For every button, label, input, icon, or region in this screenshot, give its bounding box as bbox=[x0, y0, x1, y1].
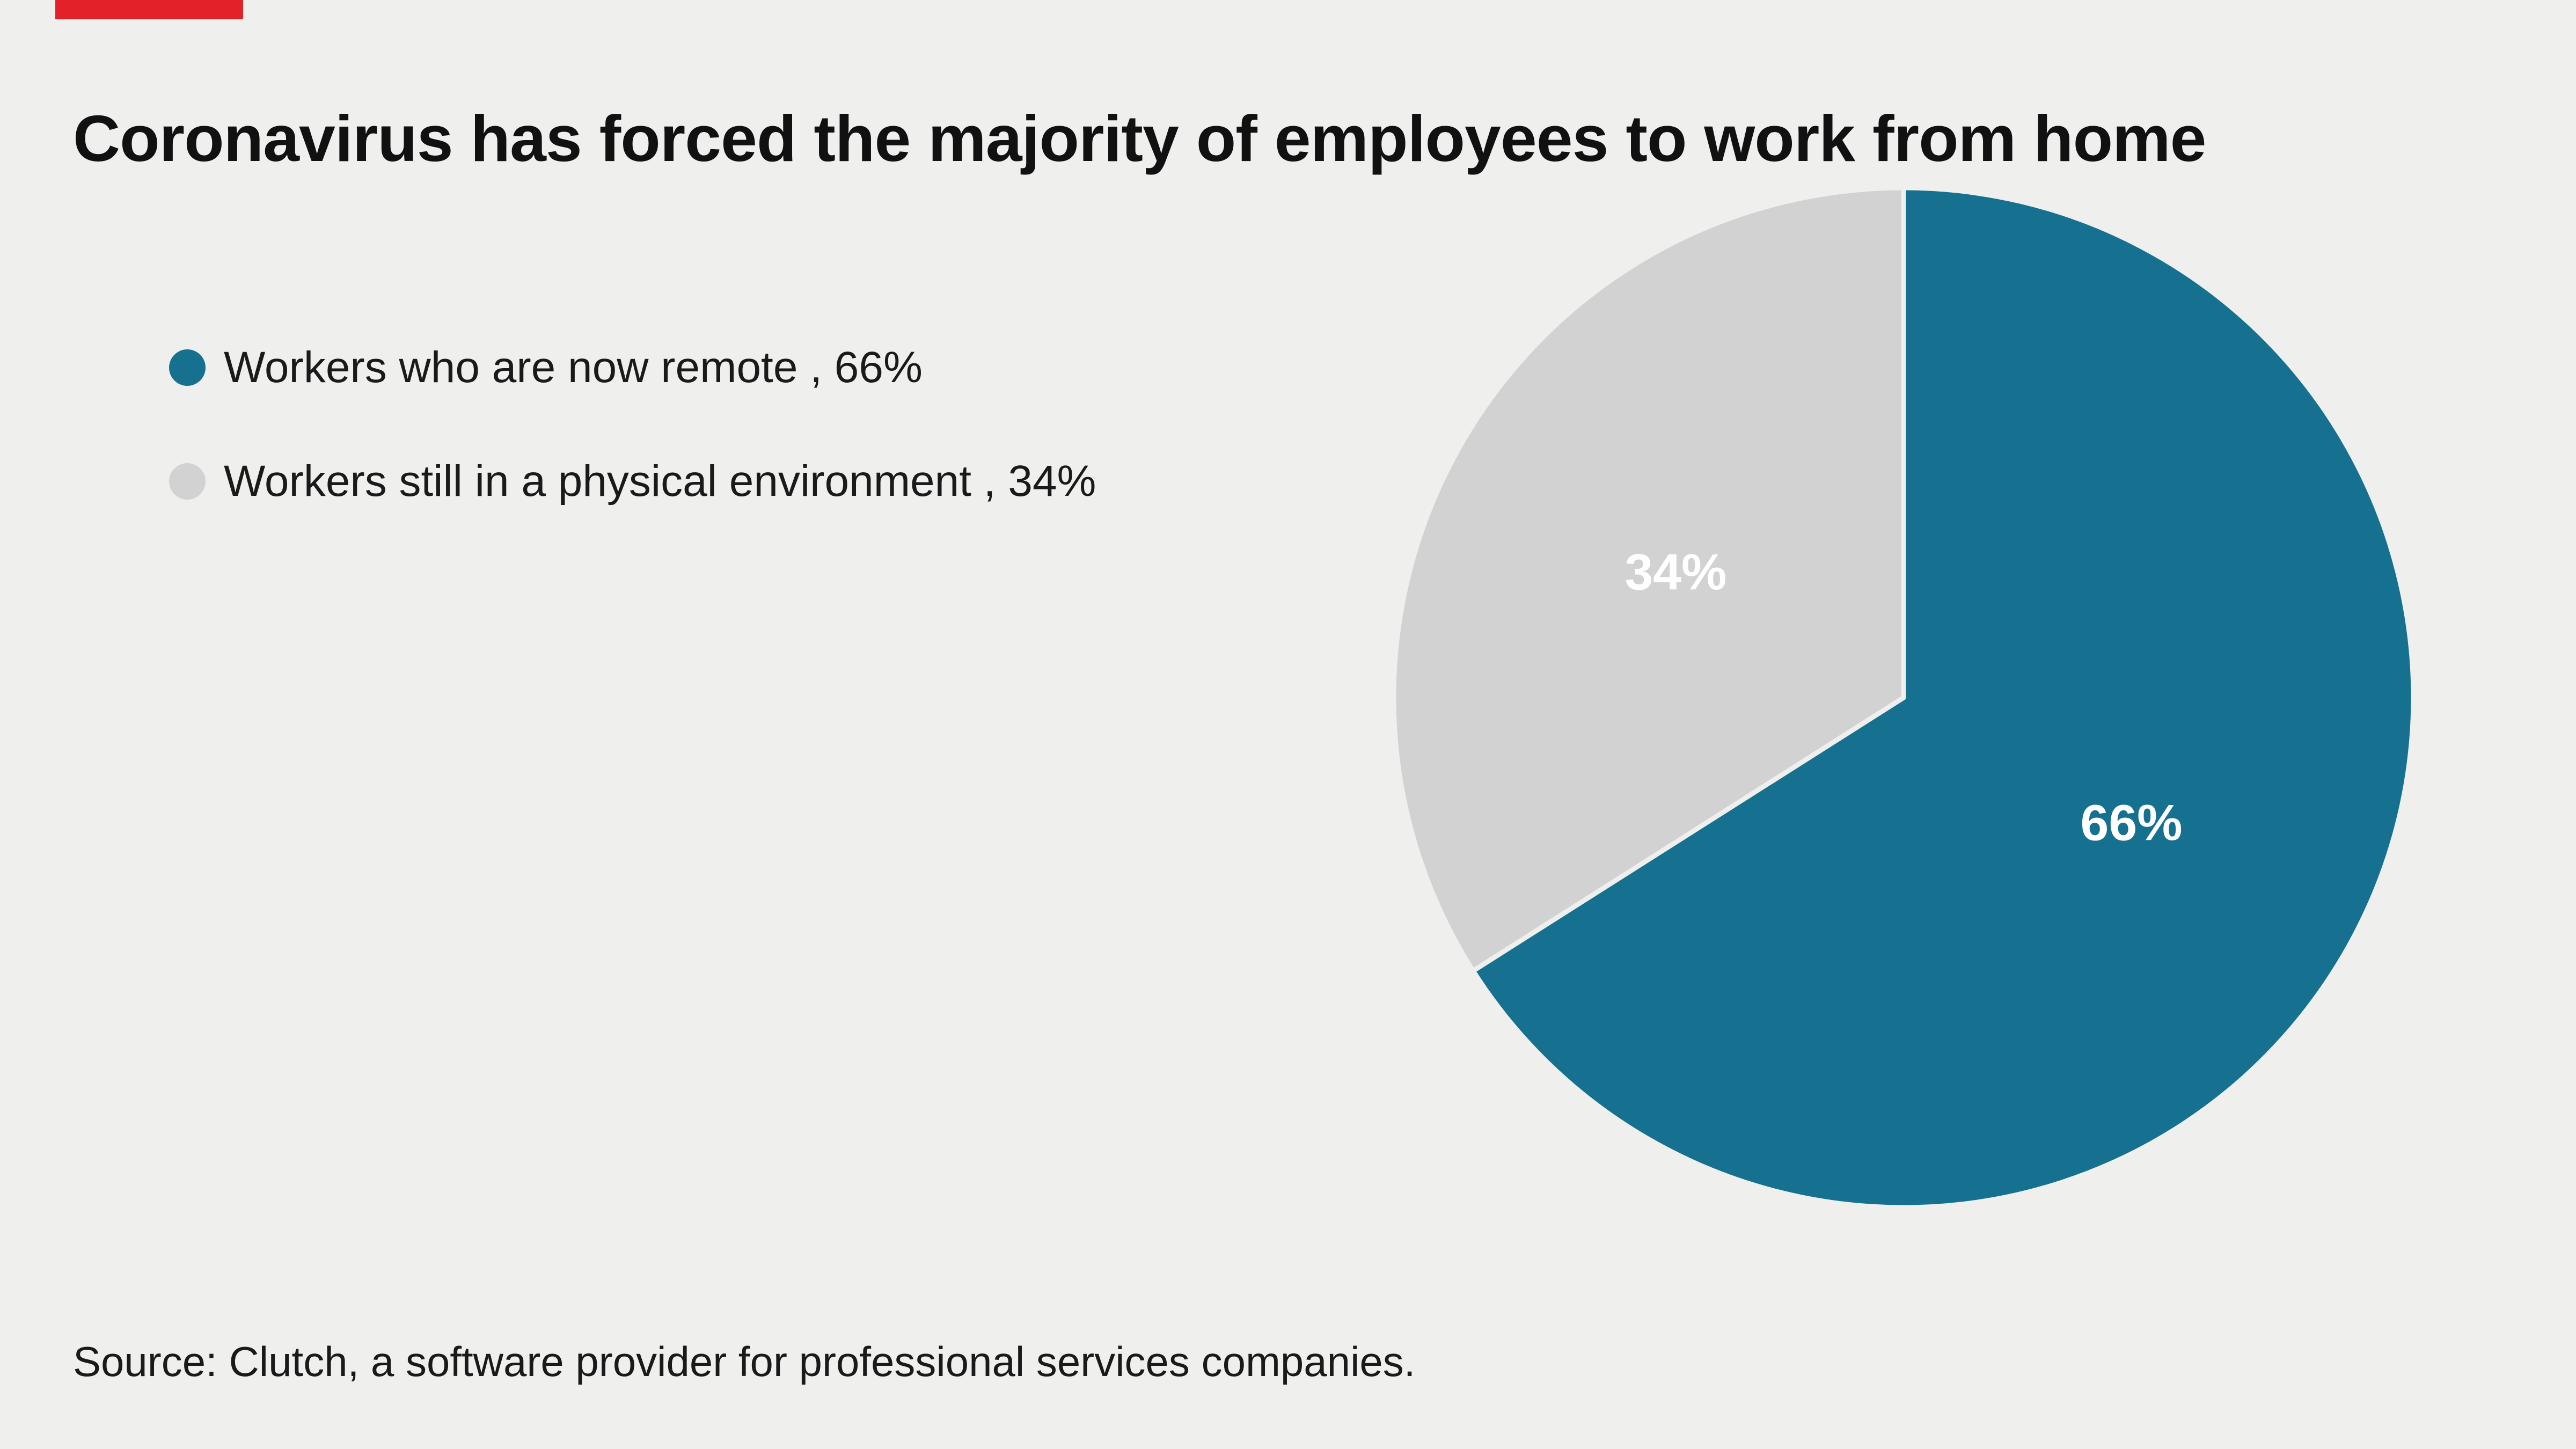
pie-slice-1 bbox=[1391, 185, 1906, 974]
pie-label-1: 34% bbox=[1624, 544, 1726, 601]
legend-item-remote: Workers who are now remote , 66% bbox=[169, 342, 1096, 393]
brand-accent-bar bbox=[55, 0, 243, 19]
pie-chart: 66% 34% bbox=[1391, 185, 2416, 1210]
legend-dot-remote bbox=[169, 349, 206, 386]
chart-title: Coronavirus has forced the majority of e… bbox=[73, 102, 2206, 175]
legend-dot-physical bbox=[169, 463, 206, 500]
pie-slice-0 bbox=[1470, 185, 2416, 1210]
legend-label-remote: Workers who are now remote , 66% bbox=[224, 343, 923, 392]
pie-label-0: 66% bbox=[2081, 794, 2183, 851]
chart-legend: Workers who are now remote , 66% Workers… bbox=[169, 342, 1096, 507]
legend-label-physical: Workers still in a physical environment … bbox=[224, 457, 1096, 506]
legend-item-physical: Workers still in a physical environment … bbox=[169, 456, 1096, 507]
source-note: Source: Clutch, a software provider for … bbox=[73, 1338, 1416, 1385]
pie-chart-container: 66% 34% bbox=[1382, 176, 2425, 1219]
